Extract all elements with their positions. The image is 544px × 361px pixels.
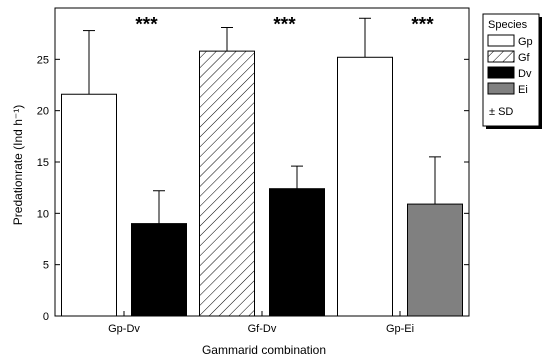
significance-label: *** (135, 15, 158, 36)
y-tick-label: 5 (43, 260, 49, 272)
bar-gp-dv-dv (131, 223, 187, 317)
legend-swatch-gp (487, 34, 515, 47)
y-tick-label: 0 (43, 311, 49, 323)
x-axis-title: Gammarid combination (202, 343, 326, 357)
y-tick-label: 25 (37, 54, 49, 66)
x-tick-label: Gp-Ei (386, 323, 414, 335)
plot-frame (54, 7, 470, 317)
y-tick-label: 10 (37, 208, 49, 220)
legend-label: Gf (518, 52, 531, 64)
legend-label: Gp (518, 36, 533, 48)
bar-gf-dv-dv (269, 188, 325, 317)
legend-swatch-ei (487, 82, 515, 95)
legend-title: Species (488, 19, 528, 31)
bar-gp-ei-ei (407, 203, 463, 317)
legend-swatch-dv (487, 66, 515, 79)
significance-label: *** (273, 15, 296, 36)
bar-gp-ei-gp (337, 56, 393, 317)
legend-sd-label: ± SD (489, 106, 513, 118)
x-tick-label: Gp-Dv (108, 323, 140, 335)
legend-label: Ei (518, 84, 528, 96)
y-tick-label: 15 (37, 157, 49, 169)
y-tick-label: 20 (37, 106, 49, 118)
legend-label: Dv (518, 68, 532, 80)
x-tick-label: Gf-Dv (248, 323, 277, 335)
bar-gf-dv-gf (199, 50, 255, 317)
significance-label: *** (411, 15, 434, 36)
y-axis-title: Predationrate (Ind h⁻¹) (11, 105, 25, 225)
legend-swatch-gf (487, 50, 515, 63)
bar-gp-dv-gp (61, 93, 117, 317)
legend: Species Gp Gf Dv Ei ± SD (482, 13, 542, 129)
